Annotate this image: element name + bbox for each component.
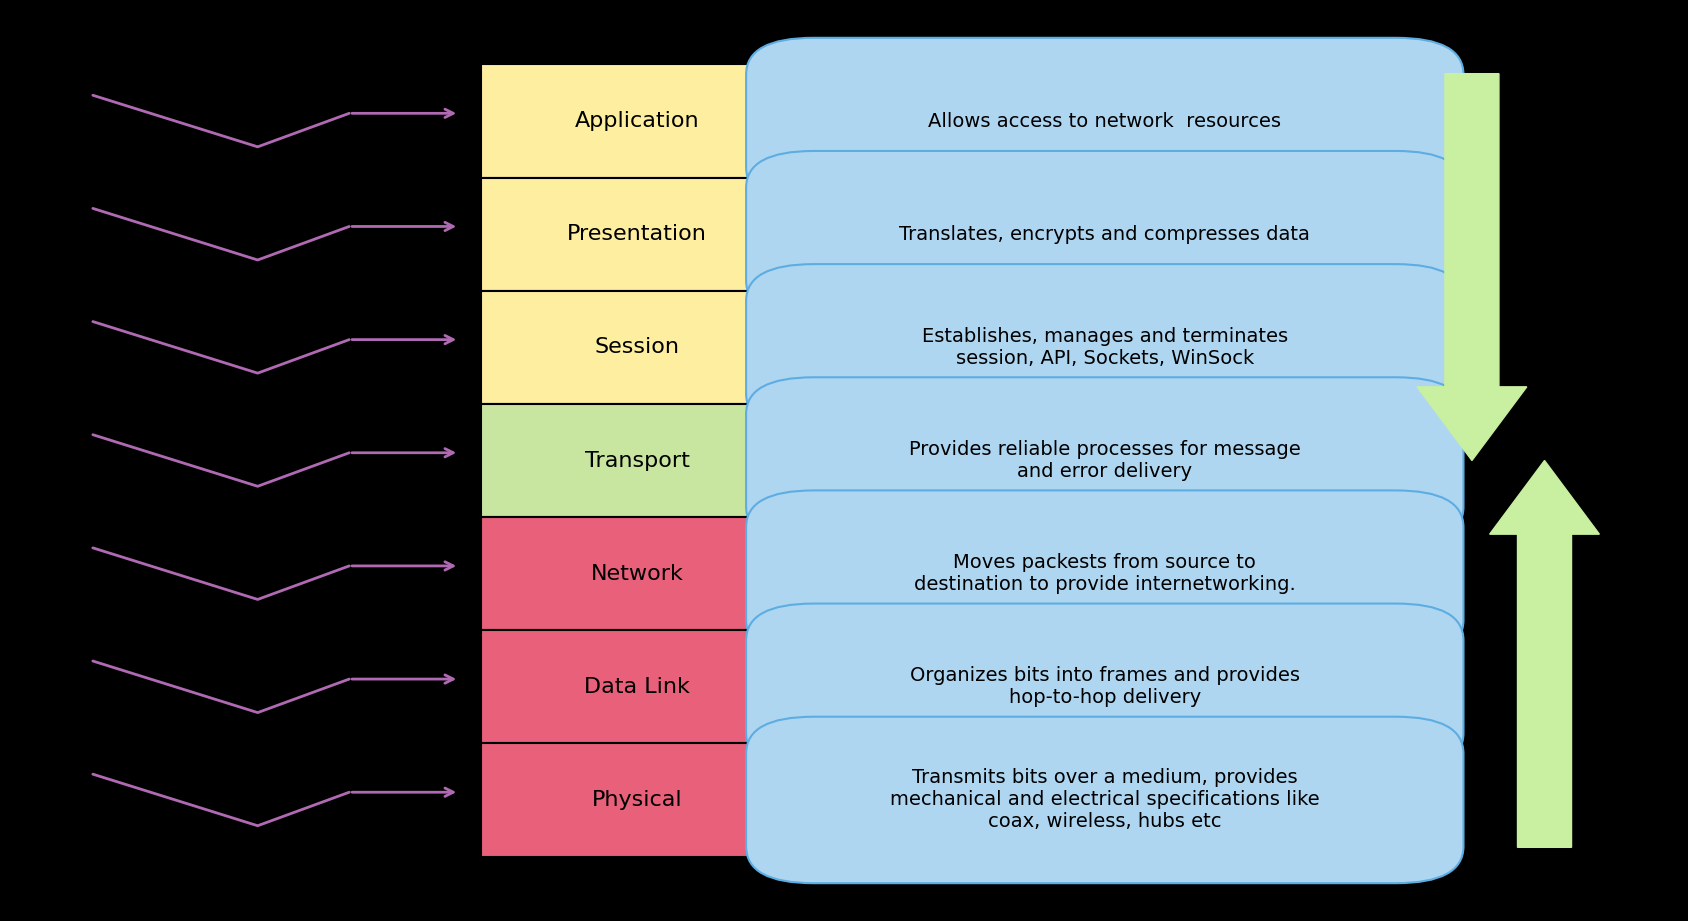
Text: Session: Session [594, 337, 680, 357]
Text: Data Link: Data Link [584, 677, 690, 697]
Text: Presentation: Presentation [567, 224, 707, 244]
FancyBboxPatch shape [746, 264, 1463, 431]
FancyBboxPatch shape [746, 490, 1463, 657]
FancyBboxPatch shape [746, 38, 1463, 204]
Text: Physical: Physical [592, 790, 682, 810]
Text: Transport: Transport [584, 450, 690, 471]
Text: Application: Application [576, 111, 699, 131]
FancyBboxPatch shape [481, 404, 793, 517]
FancyBboxPatch shape [746, 717, 1463, 883]
FancyBboxPatch shape [746, 378, 1463, 543]
Text: Allows access to network  resources: Allows access to network resources [928, 111, 1281, 131]
FancyBboxPatch shape [746, 151, 1463, 318]
Text: Translates, encrypts and compresses data: Translates, encrypts and compresses data [900, 225, 1310, 244]
FancyBboxPatch shape [481, 291, 793, 404]
FancyBboxPatch shape [481, 630, 793, 743]
FancyBboxPatch shape [481, 743, 793, 857]
FancyBboxPatch shape [481, 517, 793, 630]
FancyBboxPatch shape [746, 603, 1463, 770]
FancyArrow shape [1418, 74, 1528, 460]
Text: Transmits bits over a medium, provides
mechanical and electrical specifications : Transmits bits over a medium, provides m… [890, 768, 1320, 832]
FancyBboxPatch shape [481, 178, 793, 291]
Text: Provides reliable processes for message
and error delivery: Provides reliable processes for message … [908, 440, 1301, 481]
Text: Establishes, manages and terminates
session, API, Sockets, WinSock: Establishes, manages and terminates sess… [922, 327, 1288, 367]
Text: Network: Network [591, 564, 684, 584]
Text: Moves packests from source to
destination to provide internetworking.: Moves packests from source to destinatio… [913, 554, 1296, 594]
Text: Organizes bits into frames and provides
hop-to-hop delivery: Organizes bits into frames and provides … [910, 666, 1300, 707]
FancyBboxPatch shape [481, 64, 793, 178]
FancyArrow shape [1491, 460, 1600, 847]
